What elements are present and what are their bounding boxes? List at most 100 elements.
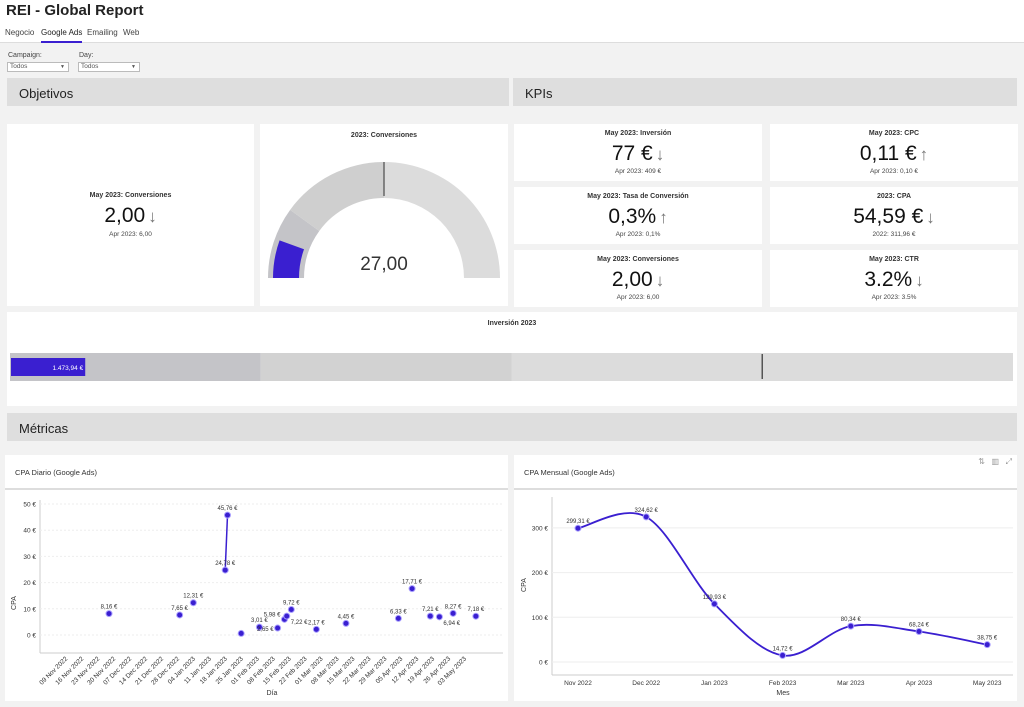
bullet-fill <box>11 358 86 376</box>
kpi-title: May 2023: CPC <box>868 130 920 137</box>
y-axis-label: CPA <box>521 578 528 592</box>
data-label: 17,71 € <box>402 580 423 586</box>
data-point <box>105 610 113 618</box>
kpi-value: 2,00 <box>611 268 653 291</box>
y-tick-label: 0 € <box>539 660 548 667</box>
arrow-up-icon: ↑ <box>659 208 668 227</box>
gauge-band <box>384 162 500 278</box>
chart-title: CPA Mensual (Google Ads) <box>524 468 615 477</box>
x-tick-label: Dec 2022 <box>632 680 660 687</box>
data-label: 129,93 € <box>703 595 727 601</box>
data-point <box>472 612 480 620</box>
gauge-card: 2023: Conversiones 27,00 <box>260 124 508 306</box>
data-label: 8,27 € <box>445 604 462 610</box>
bar-chart-icon[interactable]: ▥ <box>991 457 999 466</box>
data-label: 6,94 € <box>443 621 460 627</box>
data-label: 7,21 € <box>422 607 439 613</box>
data-point <box>394 614 402 622</box>
conversions-card: May 2023: Conversiones 2,00 ↓ Apr 2023: 6… <box>7 124 254 306</box>
kpi-comparison: Apr 2023: 6,00 <box>616 294 660 301</box>
kpi-value: 2,00 <box>104 204 146 227</box>
kpi-value: 0,3% <box>608 205 657 228</box>
data-point <box>408 585 416 593</box>
kpi-title: May 2023: Tasa de Conversión <box>587 193 689 200</box>
tab-web[interactable]: Web <box>123 28 140 37</box>
data-point <box>983 641 991 649</box>
chevron-down-icon: ▼ <box>131 64 136 70</box>
kpi-comparison: Apr 2023: 3.5% <box>871 294 917 301</box>
arrow-down-icon: ↓ <box>926 208 935 227</box>
kpi-title: 2023: CPA <box>876 193 912 200</box>
top-bar <box>0 0 1024 22</box>
tab-negocio[interactable]: Negocio <box>5 28 35 37</box>
tab-google-ads[interactable]: Google Ads <box>41 28 83 43</box>
arrow-down-icon: ↓ <box>148 207 157 226</box>
data-point <box>342 619 350 627</box>
x-tick-label: Jan 2023 <box>701 680 728 687</box>
data-point <box>847 622 855 630</box>
gauge-value: 27,00 <box>360 254 408 275</box>
y-tick-label: 200 € <box>532 570 549 577</box>
data-label: 9,72 € <box>283 601 300 607</box>
bullet-band <box>260 353 512 381</box>
day-select[interactable]: Todos ▼ <box>78 62 140 72</box>
investment-bullet-chart: 1.473,94 € <box>10 353 1013 381</box>
data-label: 7,18 € <box>468 607 485 613</box>
campaign-select[interactable]: Todos ▼ <box>7 62 69 72</box>
y-tick-label: 100 € <box>532 615 549 622</box>
day-filter-label: Day: <box>79 52 94 59</box>
series-line <box>224 515 229 571</box>
monthly-cpa-card: CPA Mensual (Google Ads) ⇅ ▥ ⤢ <box>514 455 1017 701</box>
kpi-comparison: 2022: 311,96 € <box>872 231 916 238</box>
divider <box>514 488 1017 490</box>
campaign-select-value: Todos <box>10 63 28 70</box>
gauge-band <box>290 162 384 231</box>
kpi-card: May 2023: Tasa de Conversión 0,3% ↑ Apr 2… <box>514 187 762 244</box>
y-axis-label: CPA <box>11 596 18 610</box>
data-label: 324,62 € <box>635 508 659 514</box>
day-select-value: Todos <box>81 63 99 70</box>
data-point <box>710 600 718 608</box>
data-label: 80,34 € <box>841 617 862 623</box>
kpi-comparison: Apr 2023: 6,00 <box>109 231 152 238</box>
x-tick-label: Nov 2022 <box>564 680 592 687</box>
chart-title: CPA Diario (Google Ads) <box>15 468 97 477</box>
series-line <box>577 512 988 657</box>
section-header-metricas: Métricas <box>7 413 1017 441</box>
data-label: 45,76 € <box>217 506 238 512</box>
sort-icon[interactable]: ⇅ <box>978 457 985 466</box>
expand-icon[interactable]: ⤢ <box>1005 457 1012 466</box>
data-point <box>255 623 263 631</box>
tab-emailing[interactable]: Emailing <box>87 28 118 37</box>
x-axis-label: Día <box>267 690 278 697</box>
arrow-up-icon: ↑ <box>919 145 929 164</box>
data-label: 68,24 € <box>909 622 930 628</box>
kpi-card: May 2023: CTR 3.2% ↓ Apr 2023: 3.5% <box>770 250 1018 307</box>
data-label: 7,65 € <box>171 606 188 612</box>
data-point <box>426 612 434 620</box>
arrow-down-icon: ↓ <box>915 271 924 290</box>
data-label: 5,98 € <box>264 612 281 618</box>
bullet-title: Inversión 2023 <box>487 320 537 327</box>
data-point <box>189 599 197 607</box>
data-label: 38,75 € <box>977 636 998 642</box>
arrow-down-icon: ↓ <box>655 271 665 290</box>
data-point <box>287 606 295 614</box>
data-label: 299,31 € <box>566 519 590 525</box>
data-label: 24,78 € <box>215 561 236 567</box>
arrow-down-icon: ↓ <box>655 145 665 164</box>
y-tick-label: 40 € <box>23 528 36 535</box>
y-tick-label: 10 € <box>23 606 36 613</box>
y-tick-label: 0 € <box>27 633 36 640</box>
kpi-title: May 2023: Conversiones <box>597 256 679 263</box>
data-point <box>237 629 245 637</box>
tab-bar: Negocio Google Ads Emailing Web <box>0 22 1024 43</box>
data-point <box>312 625 320 633</box>
kpi-card: May 2023: CPC 0,11 € ↑ Apr 2023: 0,10 € <box>770 124 1018 181</box>
data-point <box>283 612 291 620</box>
kpi-value: 54,59 € <box>853 205 924 228</box>
chevron-down-icon: ▼ <box>60 64 65 70</box>
kpi-card: 2023: CPA 54,59 € ↓ 2022: 311,96 € <box>770 187 1018 244</box>
data-point <box>221 566 229 574</box>
data-point <box>435 613 443 621</box>
